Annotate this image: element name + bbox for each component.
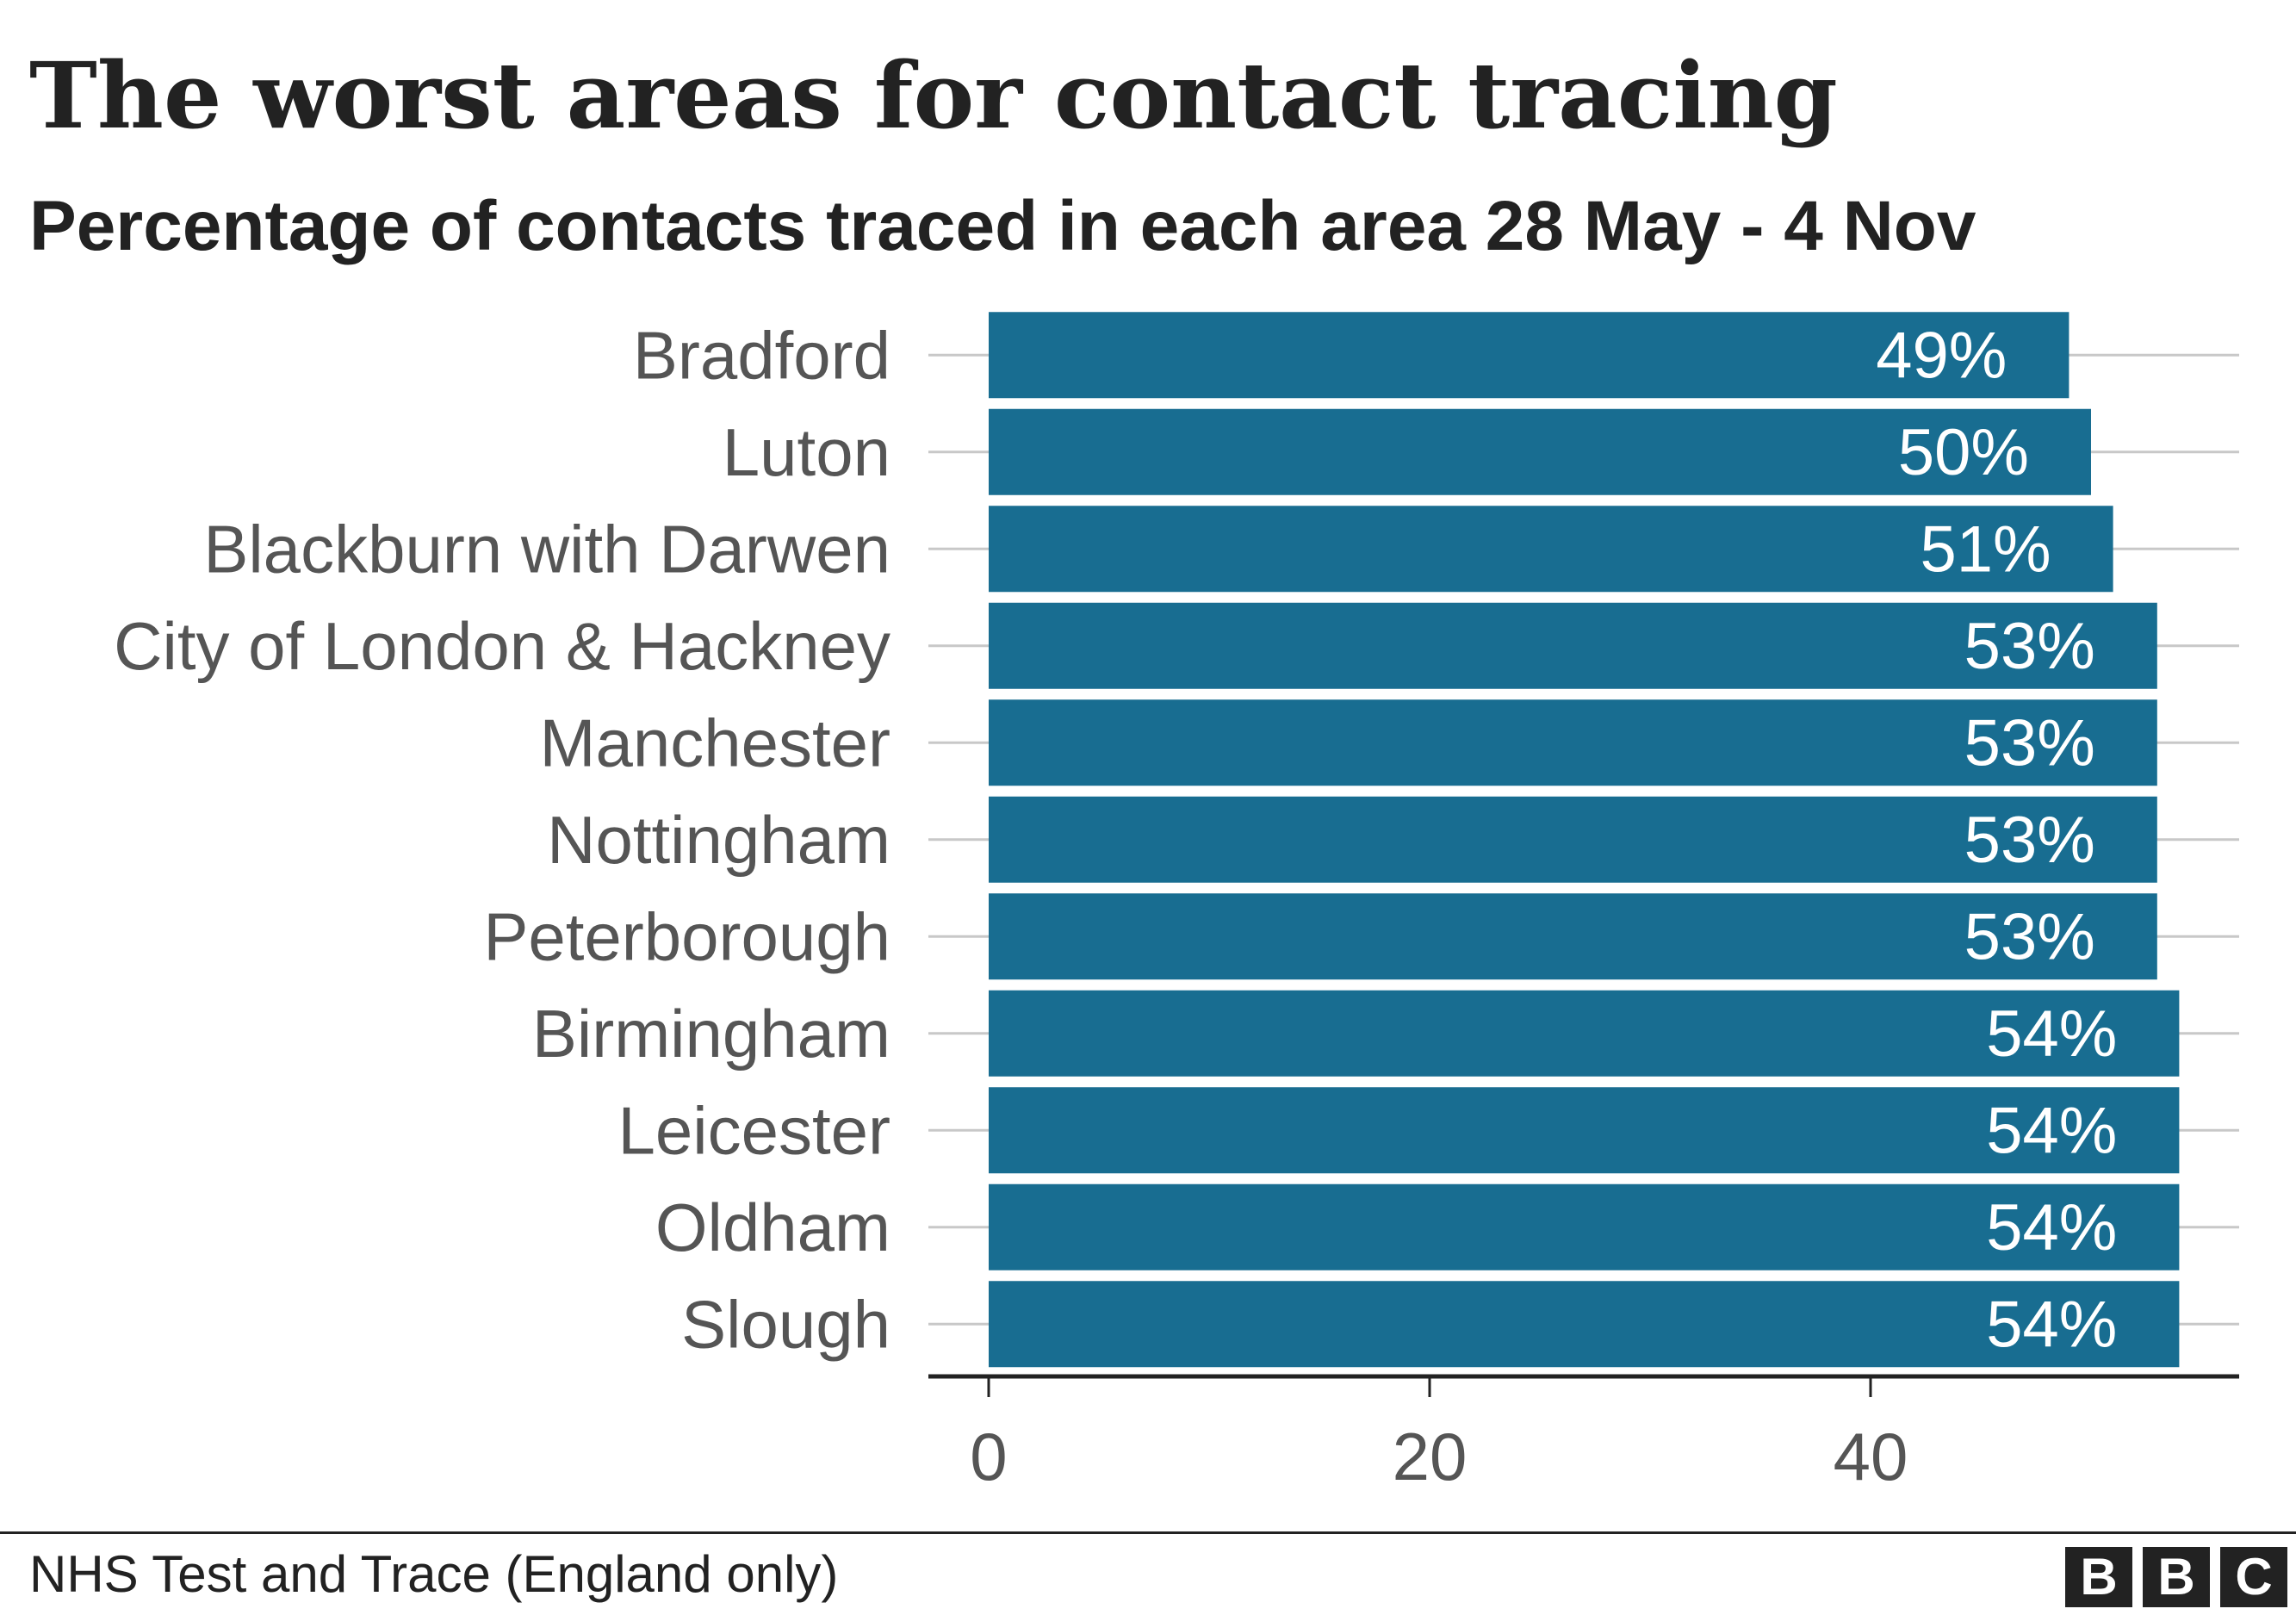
bar-value-labels: 49% 50% 51% 53% 53% 53% 53% 54% 54% 54% 54%	[1876, 319, 2117, 1361]
bbc-logo-letter: B	[2143, 1547, 2210, 1607]
category-label: Leicester	[618, 1092, 891, 1168]
x-axis: 0 20 40	[928, 1374, 2239, 1494]
category-label: Blackburn with Darwen	[203, 511, 890, 587]
bar-value-label: 54%	[1986, 1094, 2117, 1167]
bbc-logo: B B C	[2065, 1547, 2287, 1607]
category-label: Oldham	[655, 1190, 890, 1265]
bar-value-label: 51%	[1920, 512, 2051, 586]
category-label: City of London & Hackney	[114, 608, 890, 684]
category-label: Manchester	[539, 705, 890, 780]
chart-title: The worst areas for contact tracing	[29, 41, 1838, 149]
category-label: Peterborough	[483, 898, 890, 974]
bar-value-label: 54%	[1986, 997, 2117, 1071]
bar	[989, 408, 2091, 495]
category-labels: Bradford Luton Blackburn with Darwen City o…	[114, 317, 890, 1362]
bar	[989, 1183, 2180, 1270]
chart-subtitle: Percentage of contacts traced in each ar…	[29, 187, 1976, 265]
bar	[989, 990, 2180, 1077]
x-tick-label: 20	[1393, 1419, 1468, 1494]
bar	[989, 312, 2070, 399]
bar-chart: 49% 50% 51% 53% 53% 53% 53% 54% 54% 54% 54% Bradfo…	[114, 312, 2239, 1494]
bar-value-label: 53%	[1964, 610, 2095, 683]
bar-value-label: 50%	[1898, 416, 2029, 489]
bar	[989, 1281, 2180, 1368]
bar	[989, 796, 2157, 883]
bar	[989, 1087, 2180, 1174]
category-label: Birmingham	[532, 996, 890, 1071]
footer-divider	[0, 1531, 2296, 1534]
bar	[989, 893, 2157, 980]
bbc-logo-letter: B	[2065, 1547, 2132, 1607]
bbc-logo-letter: C	[2220, 1547, 2287, 1607]
bars	[989, 312, 2180, 1368]
bar-value-label: 49%	[1876, 319, 2007, 392]
category-label: Luton	[723, 414, 890, 490]
x-tick-label: 0	[970, 1419, 1007, 1494]
x-tick-label: 40	[1834, 1419, 1908, 1494]
source-note: NHS Test and Trace (England only)	[29, 1545, 839, 1603]
bar	[989, 602, 2157, 689]
bar-value-label: 53%	[1964, 900, 2095, 973]
category-label: Slough	[681, 1286, 890, 1362]
bar-value-label: 54%	[1986, 1191, 2117, 1264]
category-label: Bradford	[633, 317, 890, 393]
category-label: Nottingham	[547, 802, 890, 878]
bar	[989, 506, 2113, 593]
bar-value-label: 53%	[1964, 706, 2095, 780]
bar-value-label: 54%	[1986, 1288, 2117, 1361]
bar	[989, 699, 2157, 786]
bar-value-label: 53%	[1964, 804, 2095, 877]
